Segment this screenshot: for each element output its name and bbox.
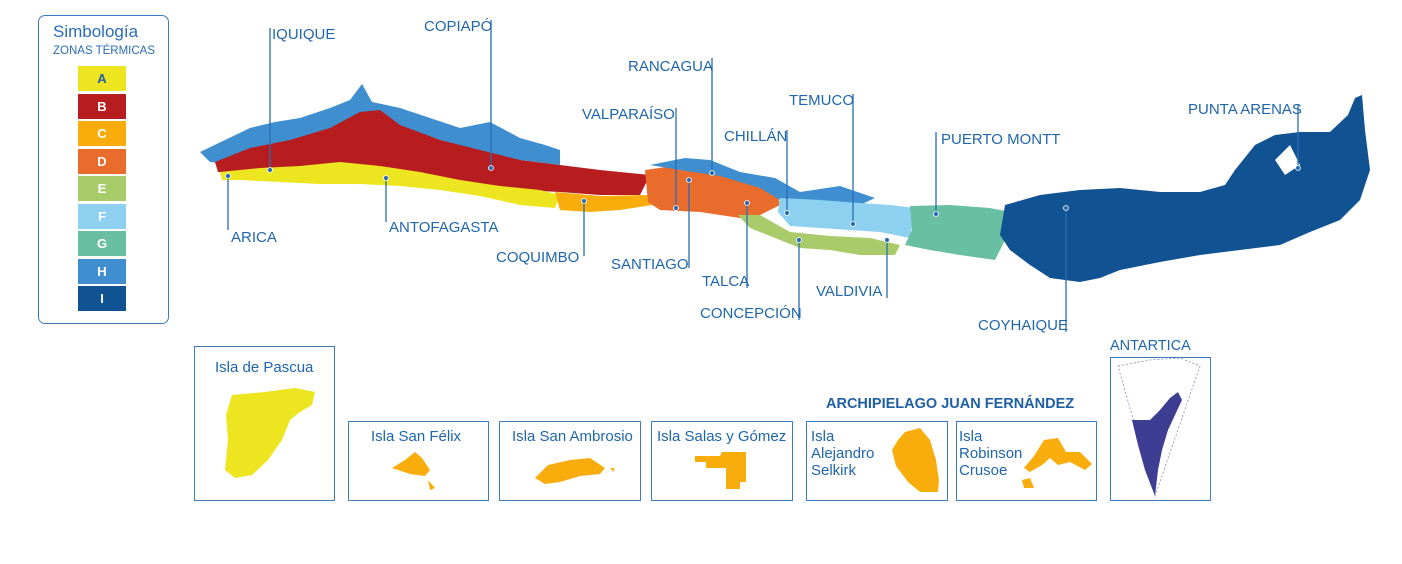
city-marker <box>686 177 692 183</box>
lake <box>1275 145 1300 175</box>
city-label: VALDIVIA <box>816 283 883 300</box>
zone-g <box>905 205 1010 260</box>
inset-antartica <box>1110 357 1211 501</box>
legend-zone-f: F <box>78 203 126 229</box>
inset-isla-san-felix: Isla San Félix <box>348 421 489 501</box>
zone-c <box>555 192 652 212</box>
legend-zone-i: I <box>78 286 126 311</box>
city-label: ANTOFAGASTA <box>389 219 499 236</box>
city-marker <box>673 205 679 211</box>
city-marker <box>933 211 939 217</box>
city-marker <box>267 167 273 173</box>
city-marker <box>709 170 715 176</box>
city-label: COQUIMBO <box>496 249 580 266</box>
archipelago-title: ARCHIPIELAGO JUAN FERNÁNDEZ <box>826 396 1075 412</box>
city-label: RANCAGUA <box>628 58 714 75</box>
inset-label: Isla Salas y Gómez <box>657 428 787 445</box>
legend-zone-e: E <box>78 176 126 201</box>
legend-zone-c: C <box>78 121 126 146</box>
legend-zone-d: D <box>78 148 126 174</box>
antartica-label: ANTARTICA <box>1110 338 1191 354</box>
city-marker <box>488 165 494 171</box>
city-label: SANTIAGO <box>611 256 689 273</box>
inset-isla-de-pascua: Isla de Pascua <box>194 346 335 501</box>
isla-de-pascua-shape <box>225 388 315 478</box>
isla-alejandro-selkirk-shape <box>892 428 939 492</box>
legend-subtitle: ZONAS TÉRMICAS <box>53 45 156 57</box>
zone-e <box>738 215 900 255</box>
city-marker <box>850 221 856 227</box>
city-marker <box>1295 165 1301 171</box>
inset-isla-salas-y-gomez: Isla Salas y Gómez <box>651 421 793 501</box>
label-line: Isla <box>811 428 835 445</box>
inset-label: Isla de Pascua <box>215 359 314 376</box>
city-label: COPIAPÓ <box>424 18 493 35</box>
city-label: PUNTA ARENAS <box>1188 101 1302 118</box>
antartica-shape <box>1132 392 1182 496</box>
zone-f <box>778 198 915 238</box>
label-line: Isla <box>959 428 983 445</box>
isla-robinson-crusoe-shape <box>1022 438 1092 488</box>
city-marker <box>225 173 231 179</box>
inset-isla-san-ambrosio: Isla San Ambrosio <box>499 421 641 501</box>
legend-zone-b: B <box>78 93 126 119</box>
city-label: CHILLÁN <box>724 128 788 145</box>
label-line: Selkirk <box>811 462 857 479</box>
inset-label: Isla San Ambrosio <box>512 428 633 445</box>
city-label: ARICA <box>231 229 277 246</box>
city-label: TALCA <box>702 273 750 290</box>
city-marker <box>581 198 587 204</box>
inset-label: Isla Robinson Crusoe <box>959 428 1022 479</box>
city-label: TEMUCO <box>789 92 854 109</box>
legend-zone-h: H <box>78 258 126 284</box>
city-label: IQUIQUE <box>272 26 336 43</box>
zone-a <box>220 162 560 208</box>
zone-h-mid <box>650 158 875 205</box>
city-marker <box>744 200 750 206</box>
inset-isla-robinson-crusoe: Isla Robinson Crusoe <box>956 421 1097 501</box>
label-line: Robinson <box>959 445 1023 462</box>
city-marker <box>383 175 389 181</box>
legend-zone-a: A <box>78 66 126 91</box>
city-marker <box>884 237 890 243</box>
legend-title: Simbología <box>53 22 139 41</box>
city-label: COYHAIQUE <box>978 317 1069 334</box>
city-marker <box>1063 205 1069 211</box>
city-label: VALPARAÍSO <box>582 106 675 123</box>
inset-isla-alejandro-selkirk: Isla Alejandro Selkirk <box>806 421 948 501</box>
label-line: Crusoe <box>959 462 1008 479</box>
inset-label: Isla San Félix <box>371 428 462 445</box>
inset-label: Isla Alejandro Selkirk <box>811 428 874 479</box>
city-label: PUERTO MONTT <box>941 131 1061 148</box>
city-label: CONCEPCIÓN <box>700 305 802 322</box>
legend-zone-g: G <box>78 231 126 256</box>
city-marker <box>796 237 802 243</box>
city-marker <box>784 210 790 216</box>
isla-san-ambrosio-shape <box>535 458 614 484</box>
zone-i <box>1000 95 1370 282</box>
label-line: Alejandro <box>811 445 875 462</box>
isla-san-felix-shape <box>392 452 435 490</box>
isla-salas-y-gomez-shape <box>695 452 746 489</box>
zone-b <box>215 110 650 195</box>
